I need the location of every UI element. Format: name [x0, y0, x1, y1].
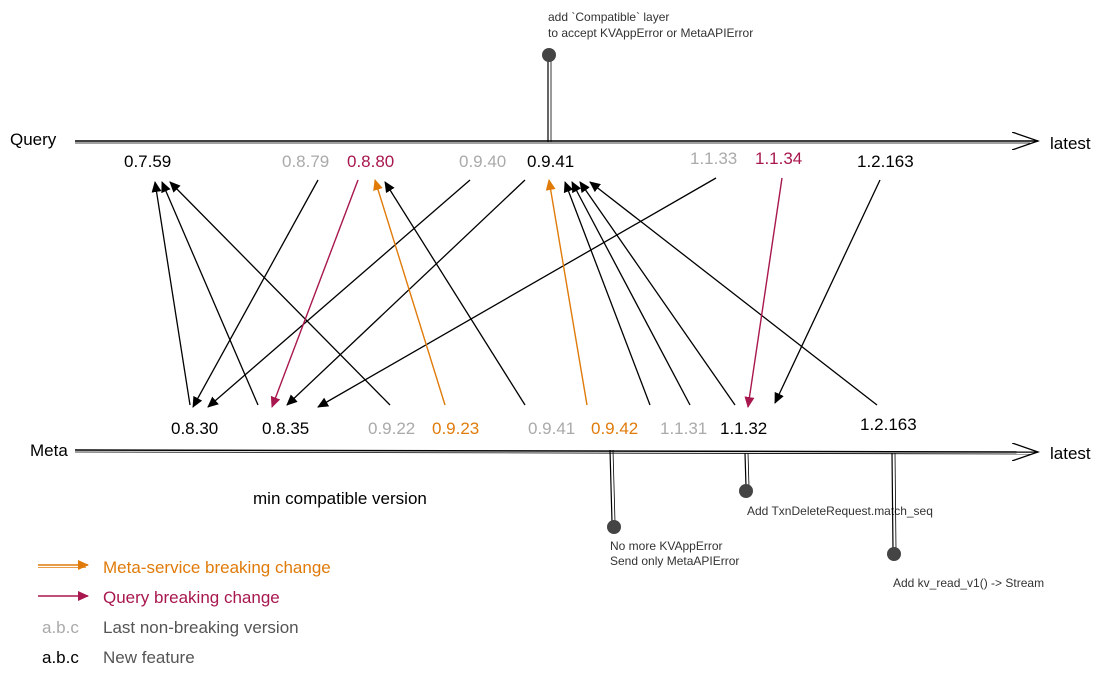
compat-arrow [579, 181, 736, 406]
meta-axis-label: Meta [30, 441, 68, 460]
meta-version-labels: 0.8.30 0.8.35 0.9.22 0.9.23 0.9.41 0.9.4… [171, 415, 917, 438]
query-axis-latest-label: latest [1050, 134, 1091, 153]
note-line: add `Compatible` layer [548, 10, 669, 24]
meta-version-label: 0.9.22 [368, 419, 415, 438]
legend-item-query-breaking: Query breaking change [38, 588, 280, 607]
legend-swatch-text: a.b.c [42, 618, 79, 637]
query-version-label: 0.9.40 [459, 152, 506, 171]
compat-arrow [286, 179, 526, 406]
note-line: Add kv_read_v1() -> Stream [893, 576, 1044, 590]
compat-arrow [207, 179, 471, 408]
annotation-kv-read: Add kv_read_v1() -> Stream [887, 452, 1044, 590]
query-version-label: 0.7.59 [124, 152, 171, 171]
meta-axis: Meta latest [30, 441, 1091, 463]
query-version-label: 0.9.41 [527, 152, 574, 171]
meta-version-label: 1.1.32 [720, 419, 767, 438]
legend-label: New feature [103, 648, 195, 667]
legend-swatch-text: a.b.c [42, 648, 79, 667]
compat-arrow [169, 181, 391, 406]
meta-axis-latest-label: latest [1050, 444, 1091, 463]
meta-version-label: 0.8.35 [262, 419, 309, 438]
meta-version-label: 0.9.23 [432, 419, 479, 438]
legend: Meta-service breaking change Query break… [38, 558, 331, 667]
query-version-label: 1.1.34 [755, 149, 802, 168]
note-line: Send only MetaAPIError [610, 554, 739, 568]
query-version-label: 1.1.33 [690, 149, 737, 168]
annotation-txn-delete: Add TxnDeleteRequest.match_seq [739, 452, 933, 518]
legend-item-non-breaking: a.b.c Last non-breaking version [42, 618, 299, 637]
compat-arrow [192, 179, 319, 408]
query-version-label: 0.8.79 [282, 152, 329, 171]
compat-arrow [563, 181, 651, 406]
query-version-label: 0.8.80 [347, 152, 394, 171]
query-breaking-arrow [744, 177, 783, 408]
query-version-labels: 0.7.59 0.8.79 0.8.80 0.9.40 0.9.41 1.1.3… [124, 149, 914, 171]
meta-version-label: 0.9.42 [591, 419, 638, 438]
meta-version-label: 0.8.30 [171, 419, 218, 438]
compat-arrow [571, 181, 691, 406]
legend-label: Last non-breaking version [103, 618, 299, 637]
min-compatible-version-caption: min compatible version [253, 489, 427, 508]
pin-icon [887, 547, 901, 561]
annotation-no-more-kvapperror: No more KVAppError Send only MetaAPIErro… [607, 449, 739, 568]
query-breaking-arrow [270, 179, 359, 408]
meta-version-label: 1.1.31 [660, 419, 707, 438]
note-line: No more KVAppError [610, 539, 722, 553]
meta-breaking-arrow [545, 179, 588, 406]
compat-arrow [317, 177, 717, 408]
compat-arrow [589, 181, 878, 406]
query-axis: Query latest [10, 130, 1091, 153]
meta-version-label: 0.9.41 [528, 419, 575, 438]
pin-icon [542, 48, 556, 62]
query-axis-label: Query [10, 130, 57, 149]
meta-breaking-arrow [373, 179, 446, 406]
query-version-label: 1.2.163 [857, 152, 914, 171]
compatibility-arrows [151, 177, 881, 408]
legend-label: Query breaking change [103, 588, 280, 607]
legend-item-new-feature: a.b.c New feature [42, 648, 195, 667]
compat-arrow [384, 181, 526, 406]
legend-item-meta-breaking: Meta-service breaking change [38, 558, 331, 577]
note-line: to accept KVAppError or MetaAPIError [548, 26, 753, 40]
legend-label: Meta-service breaking change [103, 558, 331, 577]
compat-arrow [774, 179, 881, 404]
compat-arrow [151, 181, 191, 406]
pin-icon [739, 484, 753, 498]
annotation-compatible-layer: add `Compatible` layer to accept KVAppEr… [542, 10, 753, 142]
meta-version-label: 1.2.163 [860, 415, 917, 434]
compat-arrow [161, 181, 259, 406]
note-line: Add TxnDeleteRequest.match_seq [747, 504, 933, 518]
pin-icon [607, 520, 621, 534]
